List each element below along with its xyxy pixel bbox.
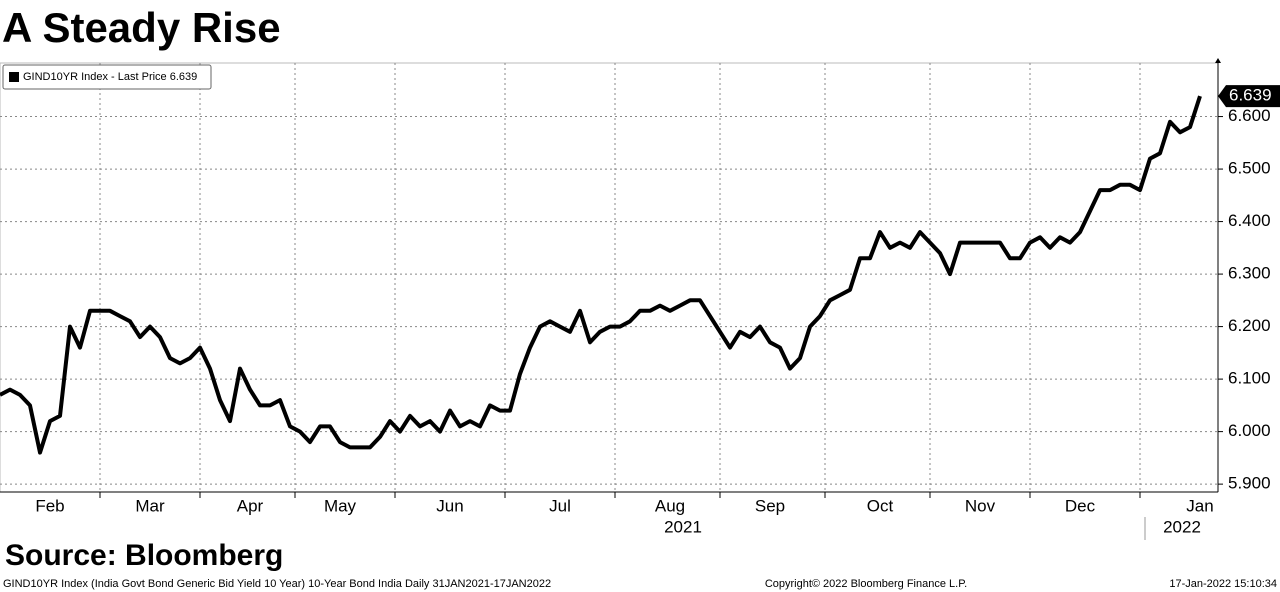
year-label: 2021 xyxy=(664,517,702,536)
legend-label: GIND10YR Index - Last Price 6.639 xyxy=(23,71,197,83)
y-tick-label: 6.600 xyxy=(1228,106,1271,125)
y-tick-label: 6.400 xyxy=(1228,211,1271,230)
timestamp: 17-Jan-2022 15:10:34 xyxy=(1169,578,1277,590)
x-tick-label: Aug xyxy=(655,496,685,515)
legend-box xyxy=(2,64,212,90)
y-tick-label: 6.300 xyxy=(1228,264,1271,283)
source: Source: Bloomberg xyxy=(5,539,283,572)
y-tick-label: 5.900 xyxy=(1228,474,1271,493)
x-tick-label: Apr xyxy=(237,496,264,515)
copyright: Copyright© 2022 Bloomberg Finance L.P. xyxy=(765,578,967,590)
footnote: GIND10YR Index (India Govt Bond Generic … xyxy=(3,578,551,590)
plot-frame xyxy=(0,62,1219,493)
x-tick-label: Jul xyxy=(549,496,571,515)
y-tick-label: 6.100 xyxy=(1228,369,1271,388)
x-tick-label: Jun xyxy=(436,496,463,515)
y-tick-label: 6.000 xyxy=(1228,421,1271,440)
y-tick-label: 6.500 xyxy=(1228,159,1271,178)
x-tick-label: Feb xyxy=(35,496,64,515)
year-label: 2022 xyxy=(1163,517,1201,536)
x-tick-label: Dec xyxy=(1065,496,1096,515)
axis-arrow xyxy=(1215,58,1221,63)
x-tick-label: Sep xyxy=(755,496,785,515)
last-price-tag xyxy=(1218,85,1280,108)
legend-swatch xyxy=(9,72,19,82)
last-price-label: 6.639 xyxy=(1229,86,1272,105)
x-tick-label: Nov xyxy=(965,496,996,515)
chart-title: A Steady Rise xyxy=(2,4,281,51)
y-tick-label: 6.200 xyxy=(1228,316,1271,335)
x-tick-label: Jan xyxy=(1186,496,1213,515)
x-tick-label: May xyxy=(324,496,357,515)
x-tick-label: Mar xyxy=(135,496,165,515)
x-tick-label: Oct xyxy=(867,496,894,515)
price-line xyxy=(0,95,1202,455)
